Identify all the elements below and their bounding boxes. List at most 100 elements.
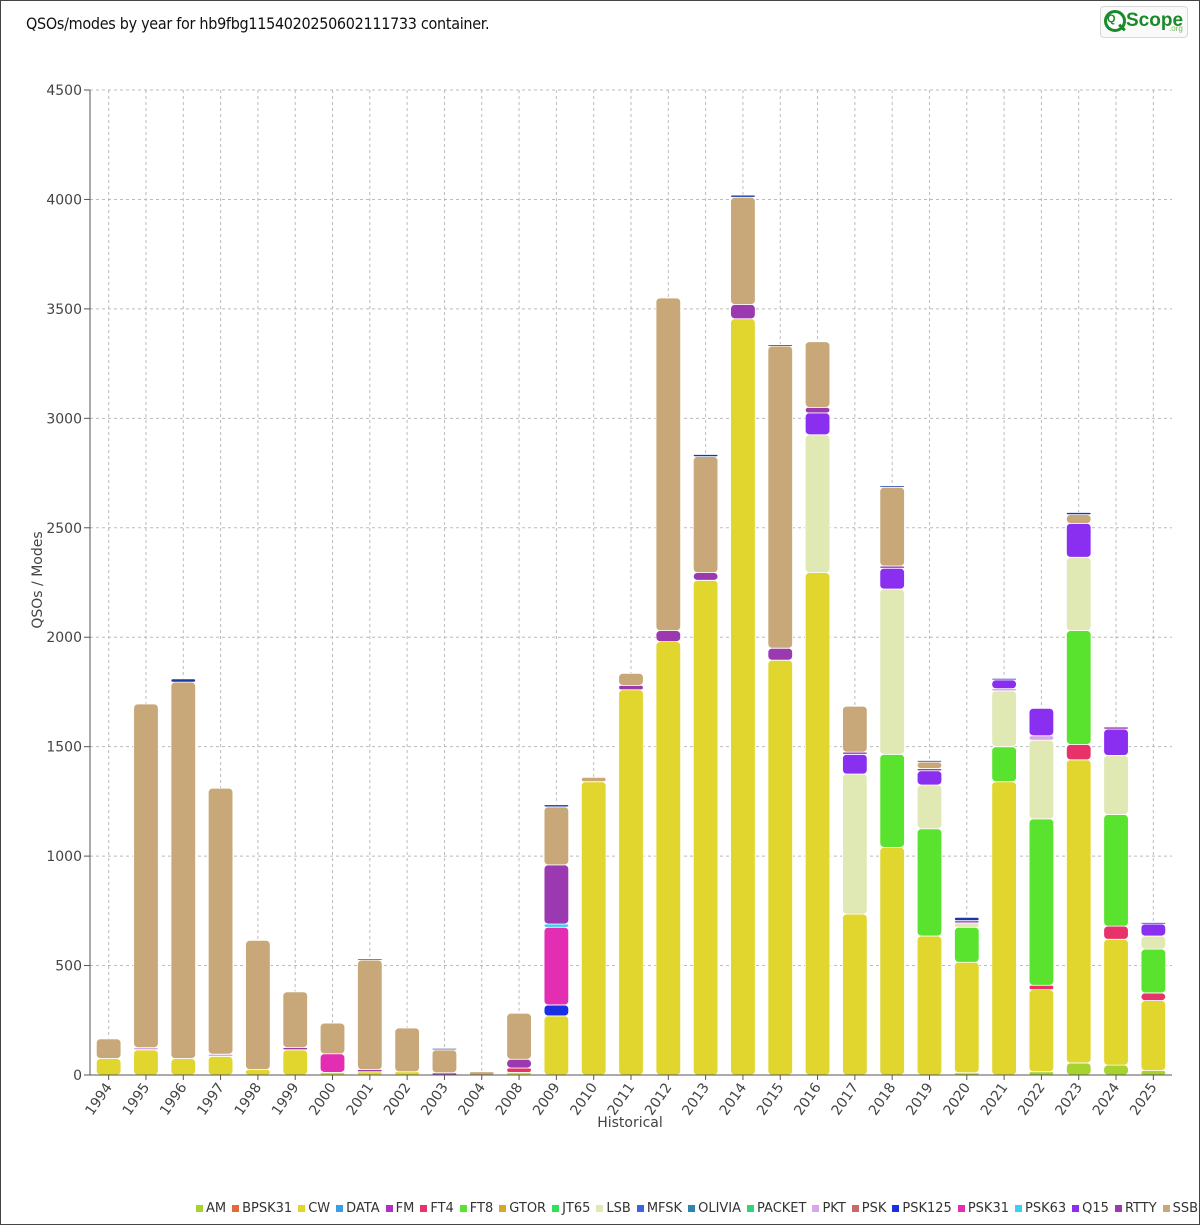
bar-segment-cw-1996[interactable] <box>170 1058 196 1076</box>
bar-segment-rtty-2024[interactable] <box>1103 726 1129 730</box>
bar-segment-q15-2021[interactable] <box>991 679 1017 690</box>
bar-segment-cw-2018[interactable] <box>879 846 905 1076</box>
bar-segment-cw-2011[interactable] <box>618 689 644 1076</box>
bar-segment-lsb-2016[interactable] <box>804 434 831 574</box>
legend-item-jt65[interactable]: JT65 <box>552 1201 590 1216</box>
bar-segment-cw-1998[interactable] <box>245 1069 271 1076</box>
bar-segment-ft8-2022[interactable] <box>1028 818 1055 986</box>
legend-item-psk125[interactable]: PSK125 <box>892 1201 952 1216</box>
legend-item-pkt[interactable]: PKT <box>812 1201 846 1216</box>
legend-item-data[interactable]: DATA <box>336 1201 380 1216</box>
bar-segment-rtty-2008[interactable] <box>506 1058 532 1069</box>
bar-segment-sstv-2009[interactable] <box>543 804 570 808</box>
bar-segment-cw-1995[interactable] <box>133 1049 159 1076</box>
bar-segment-ssb-1995[interactable] <box>133 703 159 1049</box>
legend-item-olivia[interactable]: OLIVIA <box>688 1201 741 1216</box>
bar-segment-ft4-2008[interactable] <box>506 1067 532 1073</box>
bar-segment-ft4-2022[interactable] <box>1028 984 1055 991</box>
bar-segment-ssb-2011[interactable] <box>618 672 644 686</box>
bar-segment-q15-2016[interactable] <box>804 412 831 436</box>
bar-segment-ssb-2012[interactable] <box>655 297 682 632</box>
bar-segment-ssb-2010[interactable] <box>580 776 607 783</box>
bar-segment-ft4-2023[interactable] <box>1066 744 1092 761</box>
bar-segment-q15-2024[interactable] <box>1103 728 1129 756</box>
bar-segment-ssb-1994[interactable] <box>95 1038 122 1059</box>
bar-segment-sstv-2018[interactable] <box>879 485 905 488</box>
legend-item-mfsk[interactable]: MFSK <box>636 1201 682 1216</box>
legend-item-am[interactable]: AM <box>196 1201 226 1216</box>
bar-segment-psk31-2000[interactable] <box>319 1053 346 1073</box>
bar-segment-ft8-2023[interactable] <box>1066 630 1092 745</box>
bar-segment-q15-2017[interactable] <box>842 753 868 775</box>
bar-segment-ft8-2019[interactable] <box>916 828 943 937</box>
bar-segment-sstv-1996[interactable] <box>170 678 196 683</box>
bar-segment-rtty-2009[interactable] <box>543 864 570 925</box>
legend-item-psk63[interactable]: PSK63 <box>1015 1201 1066 1216</box>
bar-segment-ssb-2001[interactable] <box>357 959 383 1070</box>
bar-segment-cw-2017[interactable] <box>842 913 868 1076</box>
bar-segment-rtty-2012[interactable] <box>655 630 682 643</box>
bar-segment-psk125-2009[interactable] <box>543 1004 570 1017</box>
bar-segment-ssb-2018[interactable] <box>879 486 905 567</box>
bar-segment-ssb-2014[interactable] <box>730 196 756 305</box>
bar-segment-ssb-1996[interactable] <box>170 681 196 1059</box>
bar-segment-am-2024[interactable] <box>1103 1064 1129 1076</box>
bar-segment-cw-2024[interactable] <box>1103 938 1129 1066</box>
bar-segment-lsb-2017[interactable] <box>842 773 868 915</box>
bar-segment-cw-1999[interactable] <box>282 1049 308 1076</box>
bar-segment-cw-2013[interactable] <box>692 579 719 1076</box>
bar-segment-lsb-2018[interactable] <box>879 588 905 755</box>
legend-item-psk31[interactable]: PSK31 <box>957 1201 1009 1216</box>
legend-item-ft4[interactable]: FT4 <box>420 1201 454 1216</box>
bar-segment-ssb-2019[interactable] <box>916 761 943 769</box>
bar-segment-q15-2019[interactable] <box>916 770 943 786</box>
bar-segment-sstv-2003[interactable] <box>431 1047 458 1051</box>
bar-segment-q15-2018[interactable] <box>879 567 905 590</box>
bar-segment-q15-2023[interactable] <box>1066 523 1092 558</box>
bar-segment-ssb-2015[interactable] <box>767 345 793 649</box>
bar-segment-cw-1994[interactable] <box>95 1058 122 1076</box>
bar-segment-ssb-2008[interactable] <box>506 1012 532 1060</box>
bar-segment-ft8-2025[interactable] <box>1140 948 1167 994</box>
bar-segment-ft8-2020[interactable] <box>954 926 980 963</box>
bar-segment-cw-2012[interactable] <box>655 641 682 1076</box>
bar-segment-am-2023[interactable] <box>1066 1062 1092 1076</box>
bar-segment-ssb-2002[interactable] <box>394 1027 420 1073</box>
legend-item-q15[interactable]: Q15 <box>1072 1201 1109 1216</box>
legend-item-ft8[interactable]: FT8 <box>459 1201 493 1216</box>
bar-segment-ft8-2018[interactable] <box>879 753 905 848</box>
bar-segment-cw-2022[interactable] <box>1028 989 1055 1073</box>
bar-segment-cw-2019[interactable] <box>916 935 943 1076</box>
bar-segment-lsb-2022[interactable] <box>1028 739 1055 820</box>
legend-item-packet[interactable]: PACKET <box>747 1201 806 1216</box>
bar-segment-lsb-2021[interactable] <box>991 690 1017 748</box>
bar-segment-psk31-2009[interactable] <box>543 926 570 1006</box>
bar-segment-cw-2009[interactable] <box>543 1015 570 1076</box>
bar-segment-cw-2023[interactable] <box>1066 759 1092 1064</box>
legend-item-fm[interactable]: FM <box>385 1201 414 1216</box>
legend-item-cw[interactable]: CW <box>298 1201 330 1216</box>
bar-segment-lsb-2024[interactable] <box>1103 755 1129 815</box>
bar-segment-q15-2025[interactable] <box>1140 923 1167 937</box>
bar-segment-ssb-2009[interactable] <box>543 806 570 866</box>
bar-segment-ssb-2013[interactable] <box>692 456 719 574</box>
bar-segment-q15-2022[interactable] <box>1028 707 1055 737</box>
bar-segment-sstv-2025[interactable] <box>1140 922 1167 925</box>
bar-segment-ssb-2017[interactable] <box>842 705 868 753</box>
bar-segment-cw-2025[interactable] <box>1140 1000 1167 1072</box>
legend-item-gtor[interactable]: GTOR <box>499 1201 546 1216</box>
bar-segment-rtty-2016[interactable] <box>804 406 831 414</box>
bar-segment-sstv-2023[interactable] <box>1066 512 1092 516</box>
bar-segment-cw-2020[interactable] <box>954 961 980 1074</box>
bar-segment-ssb-2003[interactable] <box>431 1049 458 1074</box>
bar-segment-rtty-2014[interactable] <box>730 304 756 320</box>
bar-segment-ssb-1998[interactable] <box>245 939 271 1070</box>
legend-item-bpsk31[interactable]: BPSK31 <box>232 1201 292 1216</box>
bar-segment-ft8-2024[interactable] <box>1103 814 1129 927</box>
bar-segment-lsb-2025[interactable] <box>1140 935 1167 950</box>
bar-segment-lsb-2023[interactable] <box>1066 556 1092 632</box>
legend-item-lsb[interactable]: LSB <box>596 1201 631 1216</box>
bar-segment-sstv-2020[interactable] <box>954 917 980 922</box>
qscope-logo[interactable]: Q Scope .org <box>1100 6 1188 38</box>
bar-segment-cw-2014[interactable] <box>730 318 756 1076</box>
